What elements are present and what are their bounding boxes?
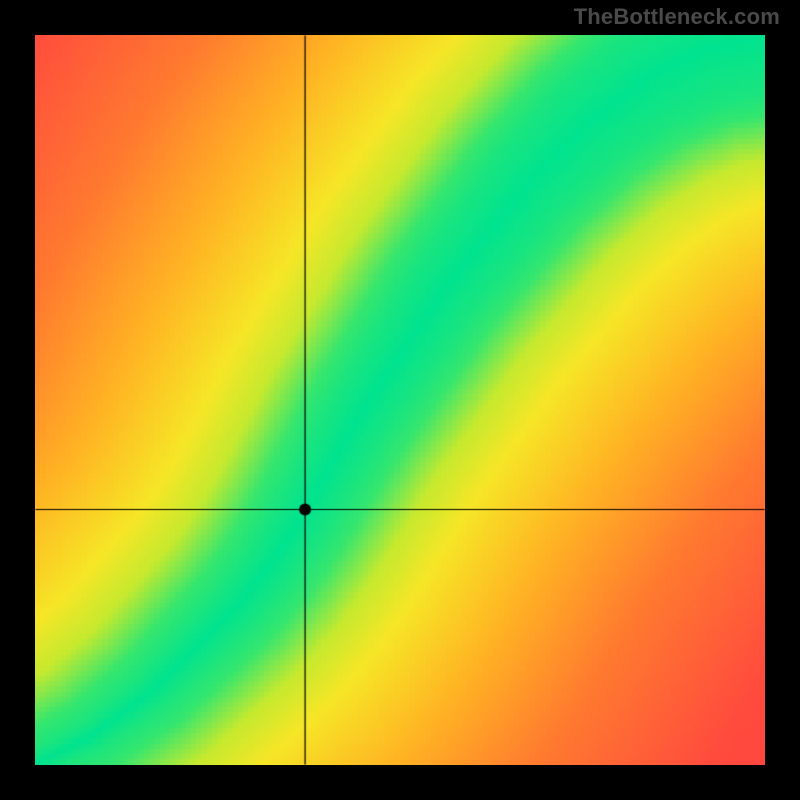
chart-frame: TheBottleneck.com [0,0,800,800]
bottleneck-heatmap [35,35,765,765]
watermark-text: TheBottleneck.com [574,4,780,30]
